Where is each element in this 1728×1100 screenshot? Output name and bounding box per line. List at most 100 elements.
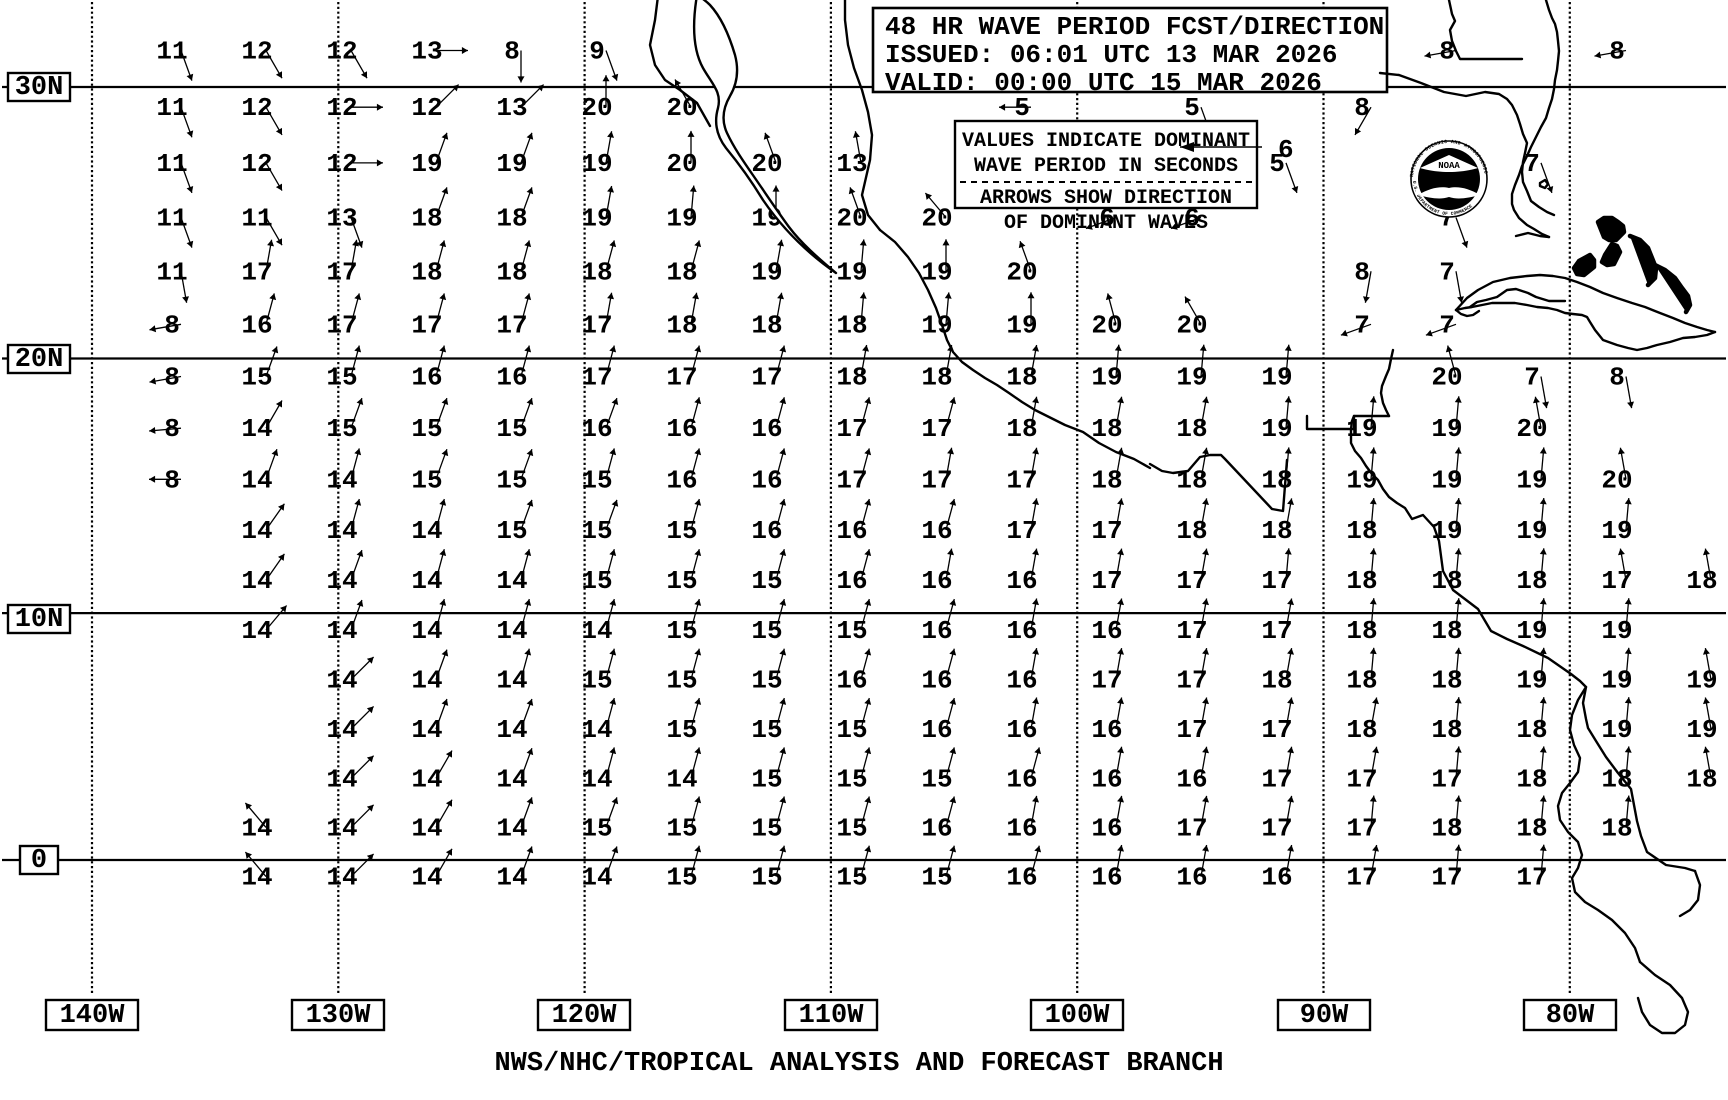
svg-text:18: 18 — [1601, 764, 1632, 794]
svg-text:14: 14 — [241, 414, 272, 444]
svg-text:8: 8 — [504, 37, 520, 67]
svg-text:14: 14 — [326, 813, 357, 843]
svg-text:19: 19 — [411, 149, 442, 179]
svg-text:14: 14 — [241, 516, 272, 546]
svg-text:19: 19 — [1091, 363, 1122, 393]
svg-text:9: 9 — [589, 37, 605, 67]
svg-text:20: 20 — [1091, 310, 1122, 340]
svg-text:15: 15 — [326, 414, 357, 444]
svg-text:13: 13 — [326, 204, 357, 234]
svg-text:14: 14 — [496, 715, 527, 745]
svg-text:18: 18 — [1431, 813, 1462, 843]
svg-text:12: 12 — [241, 93, 272, 123]
svg-text:19: 19 — [1431, 465, 1462, 495]
svg-text:8: 8 — [1609, 363, 1625, 393]
svg-text:14: 14 — [326, 863, 357, 893]
svg-text:14: 14 — [411, 715, 442, 745]
svg-text:14: 14 — [411, 813, 442, 843]
svg-text:20: 20 — [666, 93, 697, 123]
svg-text:14: 14 — [326, 715, 357, 745]
svg-text:18: 18 — [1431, 616, 1462, 646]
svg-text:19: 19 — [921, 310, 952, 340]
svg-text:18: 18 — [411, 204, 442, 234]
svg-text:15: 15 — [581, 516, 612, 546]
svg-text:19: 19 — [1261, 414, 1292, 444]
svg-text:19: 19 — [1601, 666, 1632, 696]
svg-text:17: 17 — [1601, 566, 1632, 596]
svg-text:14: 14 — [496, 863, 527, 893]
svg-text:14: 14 — [241, 616, 272, 646]
svg-text:20: 20 — [1601, 465, 1632, 495]
svg-text:14: 14 — [326, 616, 357, 646]
svg-text:WAVE PERIOD IN SECONDS: WAVE PERIOD IN SECONDS — [974, 155, 1238, 178]
svg-text:14: 14 — [326, 764, 357, 794]
svg-text:15: 15 — [496, 465, 527, 495]
svg-text:18: 18 — [836, 310, 867, 340]
svg-text:8: 8 — [1354, 257, 1370, 287]
svg-text:ARROWS SHOW DIRECTION: ARROWS SHOW DIRECTION — [980, 187, 1232, 210]
svg-text:17: 17 — [1261, 566, 1292, 596]
svg-text:20: 20 — [836, 204, 867, 234]
svg-text:19: 19 — [1686, 666, 1717, 696]
svg-text:13: 13 — [496, 93, 527, 123]
svg-text:130W: 130W — [306, 1001, 372, 1031]
svg-text:80W: 80W — [1546, 1001, 1595, 1031]
svg-text:18: 18 — [496, 204, 527, 234]
svg-text:15: 15 — [496, 414, 527, 444]
svg-text:48 HR WAVE PERIOD FCST/DIRECTI: 48 HR WAVE PERIOD FCST/DIRECTION — [885, 12, 1384, 42]
svg-text:19: 19 — [1516, 616, 1547, 646]
svg-text:18: 18 — [1516, 764, 1547, 794]
svg-text:20: 20 — [1516, 414, 1547, 444]
svg-text:19: 19 — [1516, 465, 1547, 495]
svg-text:18: 18 — [1346, 566, 1377, 596]
svg-text:19: 19 — [1431, 414, 1462, 444]
svg-text:12: 12 — [241, 37, 272, 67]
svg-text:14: 14 — [411, 666, 442, 696]
svg-text:15: 15 — [496, 516, 527, 546]
svg-text:14: 14 — [326, 566, 357, 596]
svg-text:7: 7 — [1524, 363, 1540, 393]
svg-text:30N: 30N — [15, 73, 64, 103]
svg-text:20: 20 — [581, 93, 612, 123]
svg-text:OF DOMINANT WAVES: OF DOMINANT WAVES — [1004, 212, 1208, 235]
svg-text:10N: 10N — [15, 605, 64, 635]
svg-text:15: 15 — [411, 414, 442, 444]
svg-text:7: 7 — [1439, 257, 1455, 287]
svg-text:11: 11 — [241, 204, 272, 234]
svg-text:14: 14 — [241, 465, 272, 495]
svg-text:11: 11 — [156, 37, 187, 67]
svg-text:19: 19 — [836, 257, 867, 287]
svg-text:17: 17 — [1346, 813, 1377, 843]
svg-text:11: 11 — [156, 204, 187, 234]
svg-text:11: 11 — [156, 149, 187, 179]
svg-text:18: 18 — [1516, 715, 1547, 745]
svg-text:11: 11 — [156, 93, 187, 123]
svg-text:14: 14 — [241, 863, 272, 893]
svg-text:18: 18 — [1431, 566, 1462, 596]
svg-text:18: 18 — [1601, 813, 1632, 843]
svg-text:18: 18 — [1346, 616, 1377, 646]
svg-text:20: 20 — [1431, 363, 1462, 393]
svg-text:12: 12 — [326, 93, 357, 123]
svg-text:19: 19 — [1346, 465, 1377, 495]
svg-text:20: 20 — [666, 149, 697, 179]
svg-text:VALID: 00:00 UTC 15 MAR 2026: VALID: 00:00 UTC 15 MAR 2026 — [885, 68, 1322, 98]
svg-text:17: 17 — [1431, 764, 1462, 794]
svg-text:14: 14 — [496, 813, 527, 843]
svg-text:18: 18 — [1686, 764, 1717, 794]
svg-text:18: 18 — [1516, 566, 1547, 596]
svg-text:0: 0 — [31, 846, 47, 876]
svg-text:12: 12 — [411, 93, 442, 123]
svg-text:15: 15 — [581, 813, 612, 843]
svg-text:19: 19 — [1516, 516, 1547, 546]
svg-text:20: 20 — [1006, 257, 1037, 287]
svg-text:13: 13 — [411, 37, 442, 67]
svg-text:20: 20 — [1176, 310, 1207, 340]
svg-text:19: 19 — [921, 257, 952, 287]
svg-text:19: 19 — [1686, 715, 1717, 745]
svg-text:14: 14 — [241, 566, 272, 596]
svg-text:14: 14 — [496, 764, 527, 794]
svg-text:12: 12 — [326, 37, 357, 67]
svg-text:15: 15 — [411, 465, 442, 495]
svg-text:13: 13 — [836, 149, 867, 179]
